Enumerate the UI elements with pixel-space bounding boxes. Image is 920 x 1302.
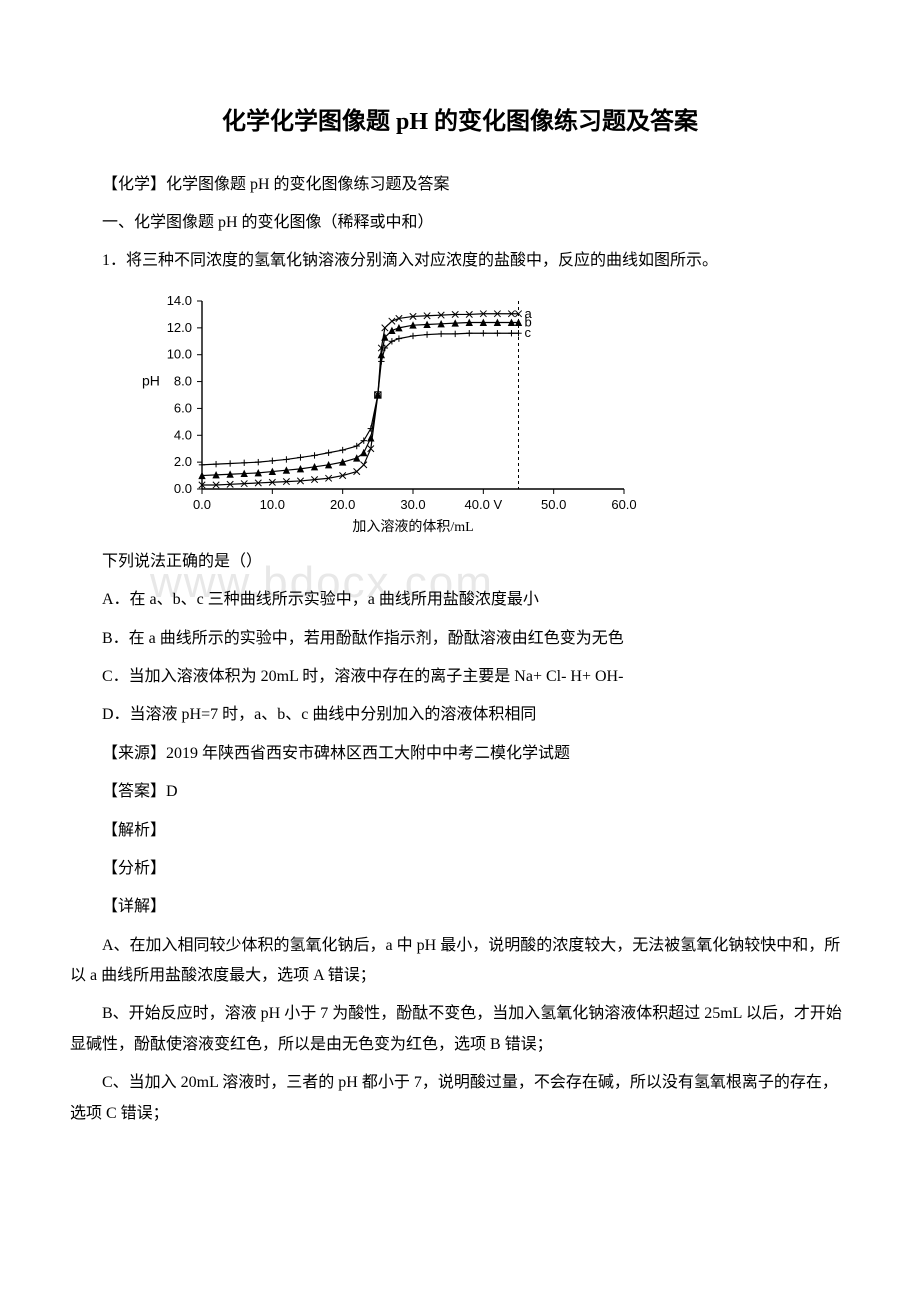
svg-text:0.0: 0.0 xyxy=(193,497,211,512)
fenxi-heading: 【分析】 xyxy=(70,854,850,884)
option-a: A．在 a、b、c 三种曲线所示实验中，a 曲线所用盐酸浓度最小 xyxy=(70,585,850,615)
page-title: 化学化学图像题 pH 的变化图像练习题及答案 xyxy=(70,100,850,146)
svg-text:4.0: 4.0 xyxy=(174,427,192,442)
explain-b: B、开始反应时，溶液 pH 小于 7 为酸性，酚酞不变色，当加入氢氧化钠溶液体积… xyxy=(70,999,850,1060)
svg-text:加入溶液的体积/mL: 加入溶液的体积/mL xyxy=(352,519,473,535)
question-1-stem: 1．将三种不同浓度的氢氧化钠溶液分别滴入对应浓度的盐酸中，反应的曲线如图所示。 xyxy=(70,246,850,276)
analysis-heading: 【解析】 xyxy=(70,816,850,846)
svg-text:50.0: 50.0 xyxy=(541,497,566,512)
svg-text:60.0: 60.0 xyxy=(611,497,636,512)
detail-heading: 【详解】 xyxy=(70,892,850,922)
svg-text:14.0: 14.0 xyxy=(167,293,192,308)
question-1-prompt: 下列说法正确的是（） xyxy=(70,547,850,577)
svg-text:20.0: 20.0 xyxy=(330,497,355,512)
ph-chart: 0.0 2.0 4.0 6.0 8.0 10.0 12.0 14.0 0.0 10.0 20.0 30… xyxy=(130,287,850,537)
svg-text:40.0 V: 40.0 V xyxy=(465,497,503,512)
source-line: 【来源】2019 年陕西省西安市碑林区西工大附中中考二模化学试题 xyxy=(70,739,850,769)
option-b: B．在 a 曲线所示的实验中，若用酚酞作指示剂，酚酞溶液由红色变为无色 xyxy=(70,624,850,654)
svg-text:pH: pH xyxy=(142,372,160,388)
option-c: C．当加入溶液体积为 20mL 时，溶液中存在的离子主要是 Na+ Cl- H+… xyxy=(70,662,850,692)
svg-text:30.0: 30.0 xyxy=(400,497,425,512)
intro-line-2: 一、化学图像题 pH 的变化图像（稀释或中和） xyxy=(70,208,850,238)
svg-text:10.0: 10.0 xyxy=(260,497,285,512)
option-d: D．当溶液 pH=7 时，a、b、c 曲线中分别加入的溶液体积相同 xyxy=(70,700,850,730)
svg-text:0.0: 0.0 xyxy=(174,481,192,496)
svg-text:8.0: 8.0 xyxy=(174,373,192,388)
intro-line-1: 【化学】化学图像题 pH 的变化图像练习题及答案 xyxy=(70,170,850,200)
svg-text:c: c xyxy=(525,325,532,340)
explain-a: A、在加入相同较少体积的氢氧化钠后，a 中 pH 最小，说明酸的浓度较大，无法被… xyxy=(70,931,850,992)
answer-line: 【答案】D xyxy=(70,777,850,807)
explain-c: C、当加入 20mL 溶液时，三者的 pH 都小于 7，说明酸过量，不会存在碱，… xyxy=(70,1068,850,1129)
svg-text:2.0: 2.0 xyxy=(174,454,192,469)
svg-text:12.0: 12.0 xyxy=(167,320,192,335)
svg-text:10.0: 10.0 xyxy=(167,346,192,361)
ph-chart-svg: 0.0 2.0 4.0 6.0 8.0 10.0 12.0 14.0 0.0 10.0 20.0 30… xyxy=(130,287,650,537)
svg-text:6.0: 6.0 xyxy=(174,400,192,415)
